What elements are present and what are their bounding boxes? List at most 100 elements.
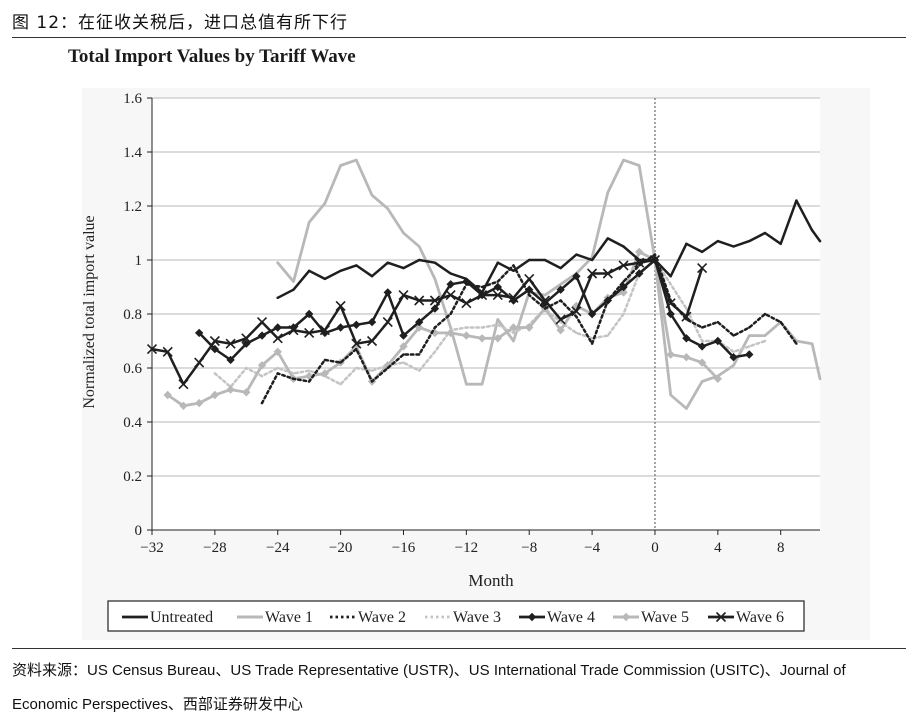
y-axis-label: Normalized total import value bbox=[81, 215, 98, 408]
data-point-wave-5 bbox=[179, 401, 188, 410]
data-point-wave-3 bbox=[732, 350, 735, 353]
data-point-wave-1 bbox=[292, 280, 295, 283]
data-point-wave-5 bbox=[713, 374, 723, 383]
legend: Untreated Wave 1 Wave 2 Wave 3 Wave 4 Wave 5 W… bbox=[122, 609, 784, 626]
data-point-wave-2 bbox=[402, 353, 405, 356]
data-point-wave-5 bbox=[210, 390, 220, 400]
data-point-wave-5 bbox=[273, 347, 282, 356]
chart-title: Total Import Values by Tariff Wave bbox=[68, 46, 356, 67]
data-point-wave-4 bbox=[367, 317, 377, 327]
data-point-untreated bbox=[559, 266, 562, 270]
data-point-wave-4 bbox=[697, 342, 707, 351]
data-point-wave-6 bbox=[524, 273, 535, 284]
data-point-untreated bbox=[386, 261, 389, 264]
data-point-wave-2 bbox=[512, 264, 515, 267]
legend-label-wave-4: Wave 4 bbox=[547, 609, 595, 626]
data-point-wave-3 bbox=[339, 383, 342, 386]
data-point-untreated bbox=[818, 239, 822, 243]
data-point-wave-5 bbox=[666, 350, 675, 359]
data-point-wave-2 bbox=[590, 342, 594, 345]
data-point-wave-5 bbox=[556, 326, 565, 335]
data-point-wave-5 bbox=[446, 328, 455, 338]
data-point-untreated bbox=[606, 237, 610, 240]
data-point-wave-1 bbox=[638, 164, 641, 167]
data-point-wave-4 bbox=[242, 339, 251, 348]
data-point-wave-6 bbox=[602, 268, 613, 279]
data-point-untreated bbox=[543, 258, 547, 262]
data-point-wave-3 bbox=[480, 326, 484, 329]
data-point-wave-2 bbox=[370, 380, 374, 383]
data-point-wave-5 bbox=[493, 334, 502, 343]
data-point-wave-3 bbox=[276, 366, 279, 370]
data-point-wave-2 bbox=[276, 372, 279, 375]
data-point-wave-4 bbox=[289, 323, 298, 332]
data-point-wave-1 bbox=[763, 334, 767, 337]
data-point-wave-2 bbox=[307, 380, 311, 383]
data-point-wave-4 bbox=[430, 304, 440, 313]
data-point-wave-5 bbox=[163, 390, 172, 400]
data-point-wave-2 bbox=[528, 293, 531, 297]
data-point-untreated bbox=[307, 269, 311, 272]
data-point-wave-6 bbox=[304, 327, 315, 338]
data-point-wave-3 bbox=[669, 283, 672, 286]
data-point-wave-4 bbox=[352, 320, 361, 329]
data-point-wave-4 bbox=[525, 285, 534, 294]
data-point-wave-1 bbox=[496, 318, 499, 321]
data-point-wave-5 bbox=[462, 331, 471, 340]
legend-marker-wave-5 bbox=[621, 612, 631, 622]
data-point-wave-2 bbox=[260, 401, 264, 405]
data-point-wave-4 bbox=[399, 331, 408, 340]
data-point-wave-4 bbox=[336, 323, 345, 332]
data-point-wave-1 bbox=[276, 261, 279, 264]
legend-item-wave-1: Wave 1 bbox=[237, 609, 313, 626]
data-point-wave-2 bbox=[339, 361, 342, 364]
data-point-untreated bbox=[590, 258, 594, 262]
data-point-wave-6 bbox=[162, 346, 173, 357]
data-point-wave-2 bbox=[543, 307, 547, 310]
data-point-wave-4 bbox=[587, 309, 597, 319]
data-point-wave-5 bbox=[194, 398, 204, 408]
x-tick-label: 8 bbox=[777, 540, 785, 556]
data-point-wave-1 bbox=[386, 207, 389, 210]
data-point-wave-1 bbox=[418, 245, 421, 248]
data-point-wave-5 bbox=[477, 334, 487, 343]
data-point-wave-3 bbox=[213, 372, 217, 375]
data-point-untreated bbox=[795, 199, 798, 202]
data-point-wave-6 bbox=[571, 306, 582, 317]
x-tick-label: 4 bbox=[714, 540, 722, 556]
data-point-untreated bbox=[355, 264, 358, 267]
data-point-wave-1 bbox=[543, 293, 547, 297]
data-point-wave-3 bbox=[559, 320, 562, 324]
data-point-wave-1 bbox=[480, 383, 484, 386]
data-point-wave-2 bbox=[779, 320, 782, 324]
data-point-wave-6 bbox=[194, 357, 205, 368]
data-point-untreated bbox=[433, 261, 437, 264]
data-point-wave-5 bbox=[320, 369, 330, 378]
data-point-wave-4 bbox=[493, 282, 502, 292]
data-point-wave-6 bbox=[681, 311, 692, 322]
legend-item-wave-5: Wave 5 bbox=[613, 609, 689, 626]
data-point-wave-4 bbox=[446, 280, 455, 289]
x-tick-label: −12 bbox=[455, 540, 478, 556]
legend-item-untreated: Untreated bbox=[122, 609, 213, 626]
data-point-wave-5 bbox=[242, 388, 251, 397]
data-point-wave-4 bbox=[273, 323, 282, 332]
data-point-untreated bbox=[732, 245, 735, 248]
legend-marker-wave-4 bbox=[527, 612, 537, 622]
data-point-wave-3 bbox=[700, 339, 704, 343]
legend-label-wave-1: Wave 1 bbox=[265, 609, 313, 626]
data-point-wave-2 bbox=[496, 280, 499, 283]
data-point-wave-4 bbox=[666, 309, 675, 319]
data-point-wave-6 bbox=[209, 335, 220, 347]
source-divider bbox=[12, 648, 906, 649]
x-tick-label: −32 bbox=[140, 540, 163, 556]
data-point-untreated bbox=[575, 253, 578, 256]
data-point-wave-6 bbox=[382, 317, 393, 328]
data-point-wave-2 bbox=[575, 315, 578, 318]
data-point-untreated bbox=[496, 261, 499, 264]
data-point-wave-3 bbox=[245, 366, 248, 370]
data-point-wave-3 bbox=[418, 369, 421, 372]
data-point-untreated bbox=[638, 258, 641, 262]
data-point-wave-2 bbox=[433, 326, 437, 329]
data-point-wave-3 bbox=[685, 307, 688, 310]
